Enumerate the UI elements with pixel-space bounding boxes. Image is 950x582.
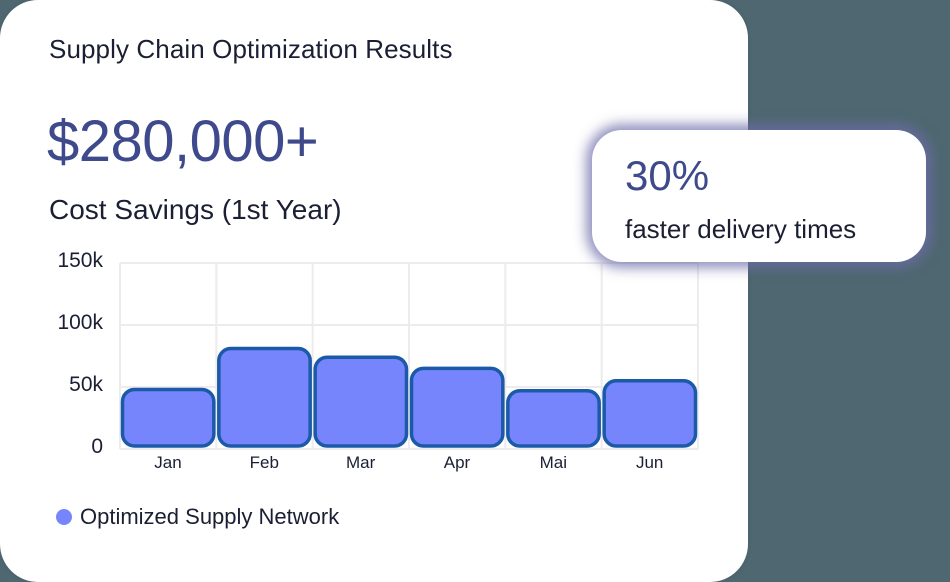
bar-mar[interactable] [313, 355, 409, 448]
card-title: Supply Chain Optimization Results [49, 34, 453, 64]
delivery-stat-popup: 30% faster delivery times [592, 130, 926, 262]
bar-apr[interactable] [409, 366, 505, 448]
x-tick-label: Feb [249, 453, 279, 472]
x-tick-label: Jun [635, 453, 664, 472]
delivery-stat-value: 30% [625, 152, 710, 199]
cost-savings-value: $280,000+ [47, 109, 319, 174]
y-tick-label: 150k [57, 249, 103, 272]
bar-jun[interactable] [602, 379, 698, 448]
results-card: Supply Chain Optimization Results $280,0… [0, 0, 748, 582]
x-tick-label: Apr [443, 453, 471, 472]
y-tick-label: 50k [69, 373, 103, 396]
x-tick-label: Jan [154, 453, 182, 472]
x-tick-label: Mar [346, 453, 376, 472]
cost-savings-label: Cost Savings (1st Year) [49, 194, 342, 225]
legend-label: Optimized Supply Network [80, 504, 340, 529]
x-tick-label: Mai [539, 453, 568, 472]
y-tick-label: 0 [91, 435, 103, 458]
bar-jan[interactable] [120, 387, 216, 448]
chart-legend[interactable]: Optimized Supply Network [56, 504, 339, 530]
bar-mai[interactable] [506, 388, 601, 448]
delivery-stat-label: faster delivery times [625, 214, 857, 244]
bar-feb[interactable] [217, 346, 312, 448]
bar-chart [119, 262, 699, 450]
y-tick-label: 100k [57, 311, 103, 334]
legend-dot-icon [56, 509, 72, 525]
